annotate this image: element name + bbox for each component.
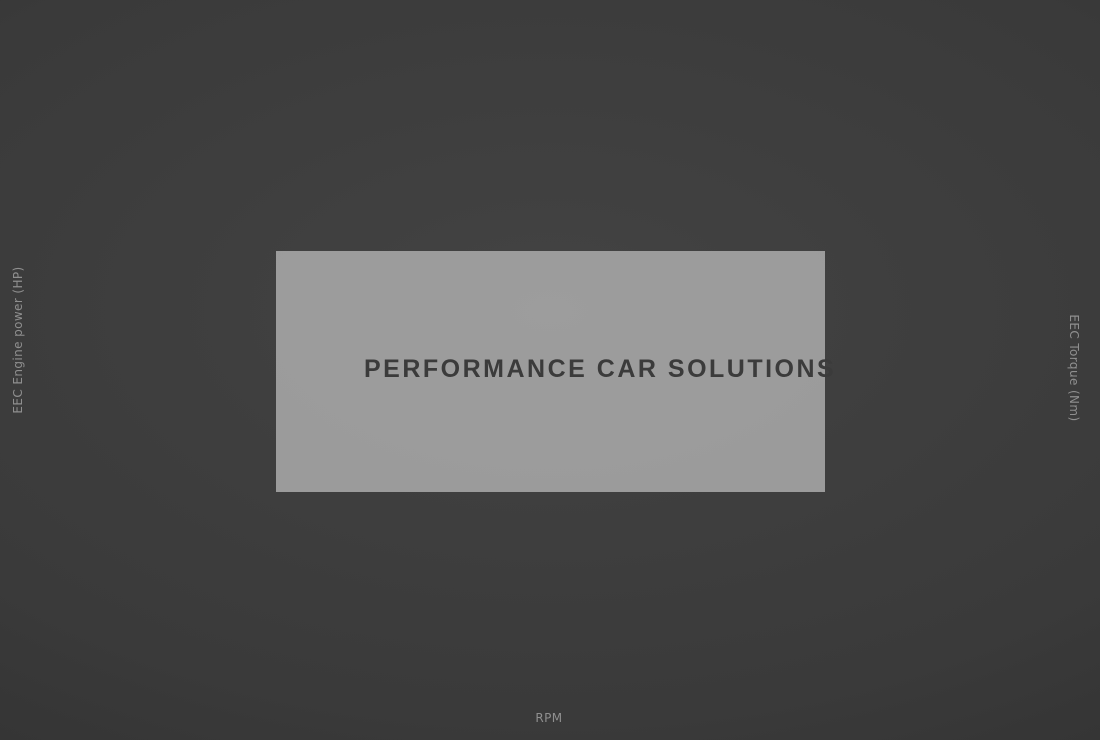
y-axis-title-right: EEC Torque (Nm) [1067,314,1081,422]
y-axis-title-left: EEC Engine power (HP) [11,266,25,414]
x-axis-title: RPM [535,711,563,725]
watermark-panel: PERFORMANCE CAR SOLUTIONS [276,251,834,492]
watermark-text: PERFORMANCE CAR SOLUTIONS [364,355,837,383]
